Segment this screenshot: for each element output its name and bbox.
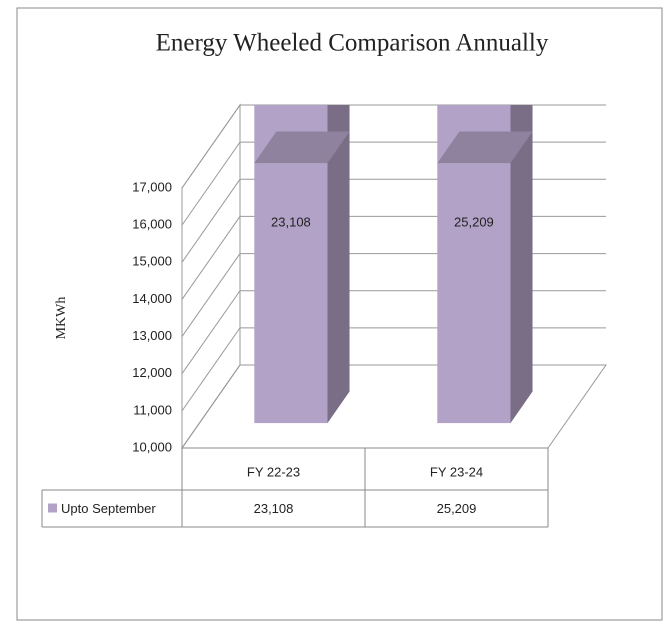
bar-side <box>510 105 533 424</box>
y-axis-label: MKWh <box>54 297 69 340</box>
y-tick-label: 12,000 <box>132 365 172 380</box>
data-label: 23,108 <box>271 215 311 230</box>
bar-top <box>437 131 533 164</box>
chart-title: Energy Wheeled Comparison Annually <box>156 30 549 57</box>
y-tick-label: 13,000 <box>132 328 172 343</box>
y-tick-label: 11,000 <box>133 402 172 417</box>
category-label: FY 23-24 <box>430 464 483 479</box>
bar <box>437 105 533 424</box>
bar-side <box>327 105 350 424</box>
table-value: 25,209 <box>437 501 477 516</box>
y-tick-label: 10,000 <box>132 439 172 454</box>
legend-label: Upto September <box>61 501 156 516</box>
legend-swatch <box>48 503 57 513</box>
y-tick-label: 17,000 <box>132 179 172 194</box>
y-tick-label: 15,000 <box>132 254 172 269</box>
y-tick-label: 16,000 <box>132 217 172 232</box>
data-label: 25,209 <box>454 215 494 230</box>
bar-top <box>254 131 350 164</box>
table-value: 23,108 <box>254 501 294 516</box>
bar <box>254 105 350 424</box>
y-tick-label: 14,000 <box>132 291 172 306</box>
category-label: FY 22-23 <box>247 464 300 479</box>
